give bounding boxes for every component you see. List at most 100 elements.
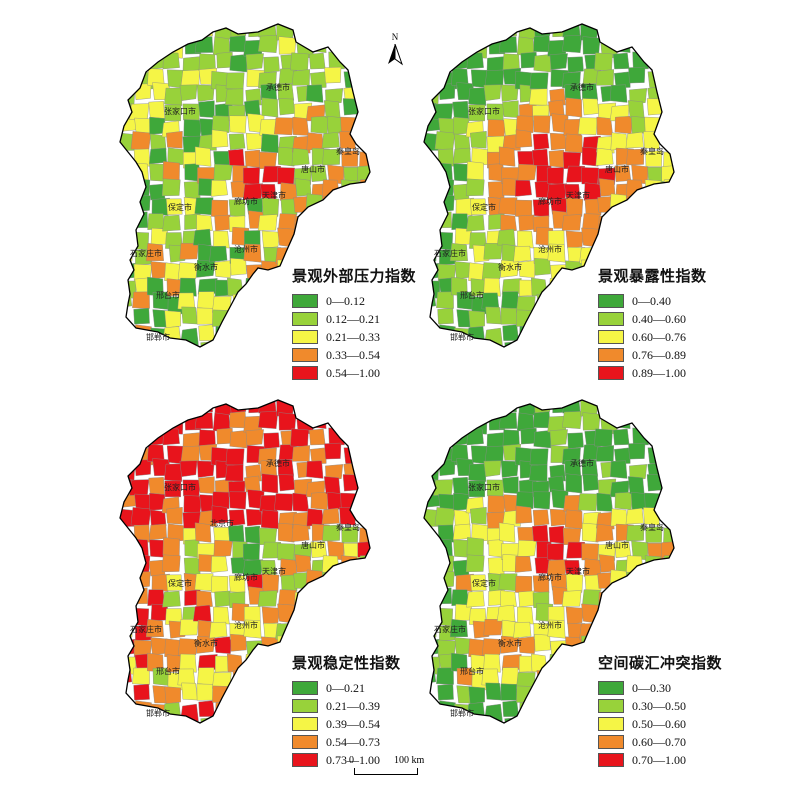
- county-polygon: [562, 411, 583, 429]
- city-label: 石家庄市: [130, 624, 162, 634]
- county-polygon: [436, 291, 454, 309]
- county-polygon: [277, 522, 296, 543]
- legend-external-pressure: 景观外部压力指数 0—0.12 0.12—0.21 0.21—0.33 0.33…: [292, 265, 416, 382]
- county-polygon: [229, 54, 248, 73]
- county-polygon: [133, 307, 150, 325]
- county-polygon: [514, 556, 532, 573]
- legend-swatch: [292, 294, 318, 308]
- county-polygon: [324, 66, 342, 84]
- legend-item: 0.33—0.54: [292, 346, 416, 364]
- city-label: 张家口市: [468, 106, 500, 116]
- city-label: 唐山市: [605, 164, 629, 174]
- county-polygon: [502, 476, 519, 494]
- county-polygon: [534, 634, 551, 652]
- county-polygon: [274, 117, 294, 136]
- county-polygon: [515, 491, 534, 509]
- county-polygon: [261, 97, 279, 118]
- county-polygon: [565, 97, 583, 118]
- county-polygon: [244, 475, 261, 493]
- county-polygon: [308, 52, 326, 70]
- county-polygon: [213, 606, 230, 625]
- county-polygon: [498, 573, 518, 592]
- city-label: 秦皇岛: [640, 522, 664, 532]
- scale-bar: 0 100 km: [340, 755, 450, 781]
- county-polygon: [594, 52, 613, 71]
- county-polygon: [629, 88, 648, 105]
- county-polygon: [162, 590, 181, 608]
- county-polygon: [487, 119, 507, 138]
- county-polygon: [132, 291, 150, 309]
- legend-swatch: [598, 699, 624, 713]
- legend-label: 0.21—0.39: [326, 698, 380, 713]
- county-polygon: [261, 606, 281, 625]
- county-polygon: [177, 638, 198, 656]
- legend-item: 0.60—0.76: [598, 328, 707, 346]
- county-polygon: [242, 543, 260, 561]
- county-polygon: [180, 69, 200, 88]
- county-polygon: [214, 260, 232, 278]
- county-polygon: [484, 445, 504, 464]
- county-polygon: [225, 88, 244, 106]
- county-polygon: [610, 508, 629, 527]
- county-polygon: [549, 132, 567, 151]
- county-polygon: [290, 52, 309, 71]
- county-polygon: [183, 181, 201, 199]
- county-polygon: [229, 115, 247, 134]
- county-polygon: [533, 35, 551, 53]
- county-polygon: [437, 307, 454, 325]
- county-polygon: [183, 119, 203, 138]
- legend-item: 0.54—0.73: [292, 733, 401, 751]
- legend-label: 0.54—1.00: [326, 365, 380, 380]
- legend-label: 0.76—0.89: [632, 347, 686, 362]
- county-polygon: [194, 146, 212, 167]
- county-polygon: [627, 476, 645, 494]
- county-polygon: [567, 432, 584, 449]
- county-polygon: [531, 277, 548, 297]
- county-polygon: [626, 148, 645, 166]
- county-polygon: [162, 428, 180, 446]
- county-polygon: [280, 574, 298, 592]
- county-polygon: [245, 508, 263, 527]
- county-polygon: [214, 590, 231, 608]
- county-polygon: [562, 400, 581, 414]
- county-polygon: [584, 574, 602, 592]
- county-polygon: [582, 474, 599, 492]
- county-polygon: [294, 178, 312, 197]
- county-polygon: [278, 589, 297, 607]
- legend-swatch: [598, 753, 624, 767]
- county-polygon: [213, 163, 233, 182]
- county-polygon: [261, 197, 280, 217]
- county-polygon: [549, 508, 567, 527]
- county-polygon: [581, 635, 599, 654]
- city-label: 秦皇岛: [336, 522, 360, 532]
- county-polygon: [582, 589, 601, 607]
- county-polygon: [595, 524, 614, 542]
- county-polygon: [196, 635, 216, 654]
- legend-swatch: [598, 330, 624, 344]
- county-polygon: [130, 131, 152, 150]
- county-polygon: [183, 495, 203, 514]
- county-polygon: [614, 115, 633, 134]
- county-polygon: [513, 245, 532, 263]
- legend-item: 0.73—1.00: [292, 751, 401, 769]
- region-boundary: [423, 399, 675, 724]
- county-polygon: [517, 539, 537, 558]
- county-polygon: [465, 178, 485, 197]
- county-polygon: [179, 84, 198, 101]
- county-polygon: [498, 146, 516, 167]
- county-polygon: [258, 24, 277, 38]
- county-polygon: [513, 621, 532, 639]
- county-polygon: [278, 213, 297, 231]
- county-polygon: [228, 133, 246, 150]
- county-polygon: [581, 146, 600, 167]
- county-polygon: [229, 35, 247, 53]
- legend-label: 0.30—0.50: [632, 698, 686, 713]
- county-polygon: [455, 197, 474, 216]
- county-polygon: [210, 556, 228, 573]
- county-polygon: [581, 167, 599, 185]
- county-polygon: [277, 543, 295, 561]
- county-polygon: [529, 464, 548, 482]
- county-polygon: [164, 686, 181, 705]
- county-polygon: [502, 324, 519, 341]
- legend-item: 0—0.40: [598, 292, 707, 310]
